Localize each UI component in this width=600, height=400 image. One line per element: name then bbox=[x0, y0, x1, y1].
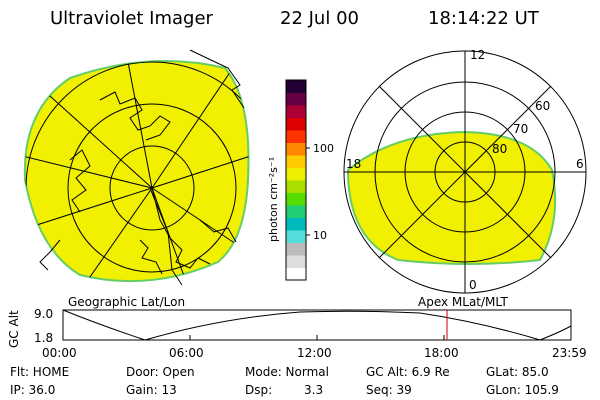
colorbar: 100 10 photon cm⁻²s⁻¹ bbox=[267, 79, 334, 281]
colorbar-band bbox=[286, 92, 306, 106]
instrument-title: Ultraviolet Imager bbox=[50, 8, 213, 29]
coastlines bbox=[39, 49, 245, 286]
mlt-label-00: 0 bbox=[469, 278, 477, 292]
altitude-ytick-9: 9.0 bbox=[34, 307, 53, 321]
mlt-label-18: 18 bbox=[346, 157, 361, 171]
altitude-plot: GC Alt 9.0 1.8 bbox=[7, 307, 572, 348]
geo-caption: Geographic Lat/Lon bbox=[68, 295, 186, 309]
info-flight: Flt: HOME bbox=[10, 365, 70, 379]
altitude-ytick-1-8: 1.8 bbox=[34, 331, 53, 345]
magnetic-image: 12 18 6 0 60 70 80 bbox=[343, 48, 587, 294]
colorbar-band bbox=[286, 167, 306, 181]
info-mode: Mode: Normal bbox=[245, 365, 329, 379]
colorbar-band bbox=[286, 255, 306, 268]
colorbar-tick-100: 100 bbox=[313, 142, 334, 155]
info-glat: GLat: 85.0 bbox=[486, 365, 549, 379]
xtick-2359: 23:59 bbox=[552, 346, 587, 360]
colorbar-band bbox=[286, 192, 306, 206]
colorbar-band bbox=[286, 242, 306, 256]
mlat-label-60: 60 bbox=[535, 99, 550, 113]
colorbar-band bbox=[286, 142, 306, 156]
info-gain: Gain: 13 bbox=[126, 383, 177, 397]
colorbar-band bbox=[286, 205, 306, 218]
colorbar-units: photon cm⁻²s⁻¹ bbox=[267, 157, 280, 242]
info-glon: GLon: 105.9 bbox=[486, 383, 559, 397]
colorbar-band bbox=[286, 117, 306, 131]
colorbar-band bbox=[286, 105, 306, 118]
mlat-label-70: 70 bbox=[513, 122, 528, 136]
colorbar-band bbox=[286, 180, 306, 193]
mlat-label-80: 80 bbox=[492, 142, 507, 156]
info-gc-altitude: GC Alt: 6.9 Re bbox=[366, 365, 450, 379]
info-door: Door: Open bbox=[126, 365, 195, 379]
mag-grid bbox=[343, 50, 587, 294]
colorbar-band bbox=[286, 267, 306, 281]
colorbar-band bbox=[286, 155, 306, 168]
xtick-1200: 12:00 bbox=[297, 346, 332, 360]
mlt-label-12: 12 bbox=[470, 48, 485, 62]
info-dsp-value: 3.3 bbox=[304, 383, 324, 397]
colorbar-band bbox=[286, 130, 306, 143]
mlt-label-06: 6 bbox=[576, 157, 584, 171]
mag-caption: Apex MLat/MLT bbox=[418, 295, 508, 309]
geo-grid bbox=[24, 60, 249, 282]
time-label: 18:14:22 UT bbox=[428, 8, 539, 29]
aurora-blob-mag bbox=[346, 130, 557, 265]
xtick-0000: 00:00 bbox=[42, 346, 77, 360]
colorbar-band bbox=[286, 80, 306, 93]
geographic-image bbox=[23, 49, 250, 286]
info-ip: IP: 36.0 bbox=[10, 383, 56, 397]
colorbar-scale bbox=[286, 80, 306, 281]
info-seq: Seq: 39 bbox=[366, 383, 412, 397]
colorbar-band bbox=[286, 230, 306, 243]
colorbar-tick-10: 10 bbox=[313, 229, 327, 242]
xtick-0600: 06:00 bbox=[169, 346, 204, 360]
info-dsp-label: Dsp: bbox=[245, 383, 273, 397]
xtick-1800: 18:00 bbox=[424, 346, 459, 360]
colorbar-band bbox=[286, 217, 306, 231]
aurora-blob-geo bbox=[23, 59, 250, 283]
date-label: 22 Jul 00 bbox=[280, 8, 359, 29]
altitude-curve bbox=[62, 309, 572, 341]
altitude-xticks bbox=[62, 335, 572, 340]
altitude-ylabel: GC Alt bbox=[7, 310, 21, 348]
